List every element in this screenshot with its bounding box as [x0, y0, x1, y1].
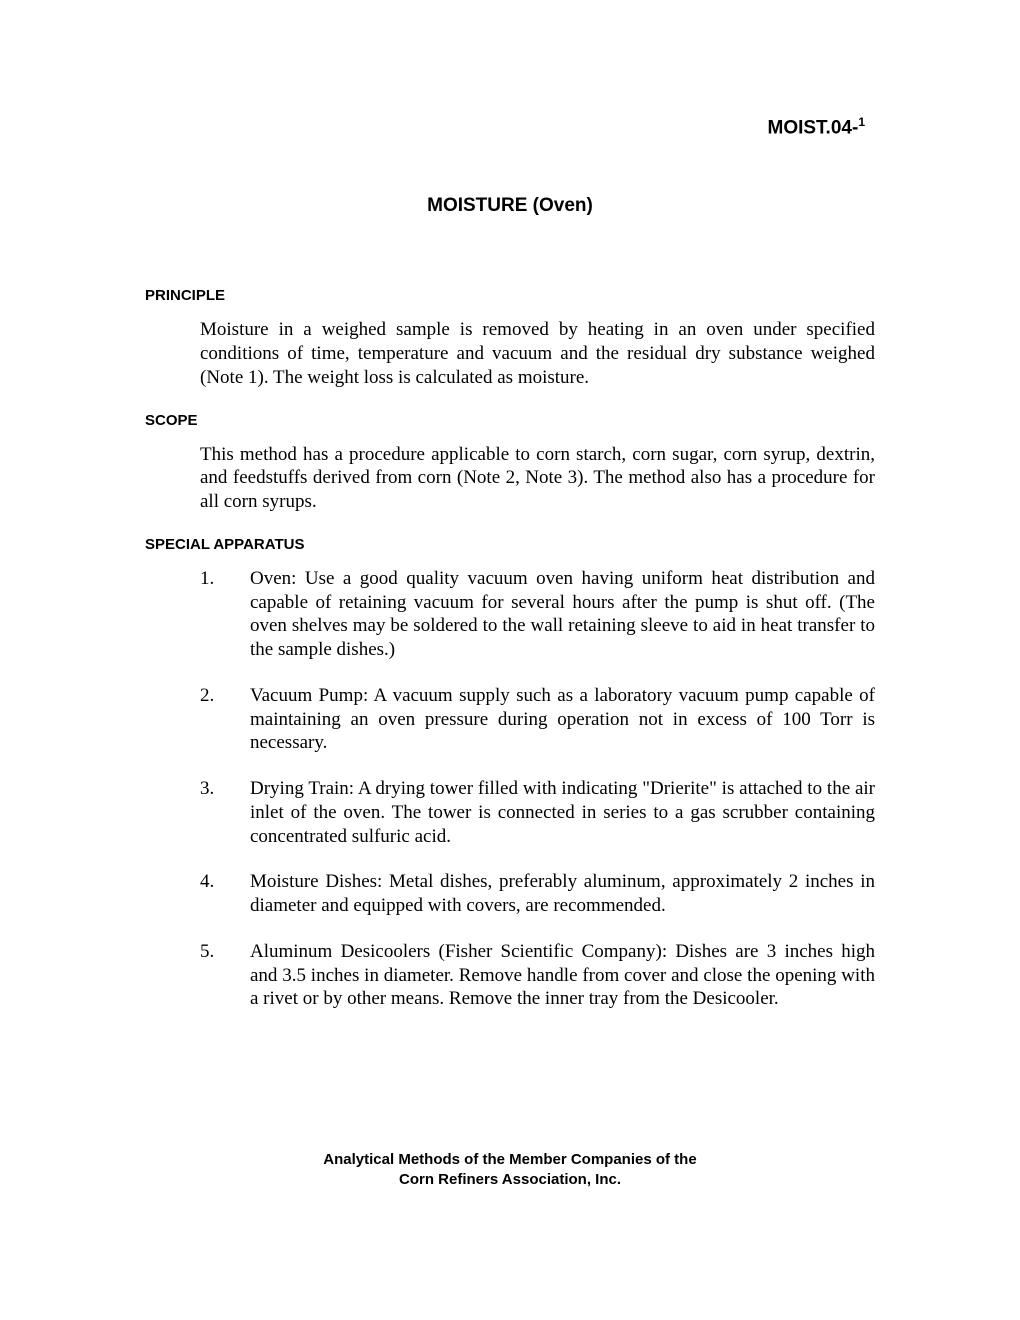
scope-heading: SCOPE	[145, 412, 875, 429]
item-text: Aluminum Desicoolers (Fisher Scientific …	[250, 940, 875, 1011]
code-text: MOIST.04-	[768, 117, 859, 138]
principle-text: Moisture in a weighed sample is removed …	[200, 318, 875, 389]
item-number: 2.	[200, 684, 250, 755]
footer-line1: Analytical Methods of the Member Compani…	[0, 1150, 1020, 1170]
code-sup: 1	[858, 115, 865, 129]
principle-heading: PRINCIPLE	[145, 287, 875, 304]
document-code: MOIST.04-1	[145, 115, 875, 139]
document-title: MOISTURE (Oven)	[145, 195, 875, 217]
item-text: Oven: Use a good quality vacuum oven hav…	[250, 567, 875, 662]
item-number: 5.	[200, 940, 250, 1011]
item-number: 4.	[200, 870, 250, 918]
apparatus-item: 4. Moisture Dishes: Metal dishes, prefer…	[200, 870, 875, 918]
item-number: 3.	[200, 777, 250, 848]
apparatus-item: 5. Aluminum Desicoolers (Fisher Scientif…	[200, 940, 875, 1011]
footer-line2: Corn Refiners Association, Inc.	[0, 1170, 1020, 1190]
item-text: Vacuum Pump: A vacuum supply such as a l…	[250, 684, 875, 755]
apparatus-item: 3. Drying Train: A drying tower filled w…	[200, 777, 875, 848]
apparatus-list: 1. Oven: Use a good quality vacuum oven …	[200, 567, 875, 1011]
apparatus-item: 1. Oven: Use a good quality vacuum oven …	[200, 567, 875, 662]
apparatus-heading: SPECIAL APPARATUS	[145, 536, 875, 553]
item-text: Moisture Dishes: Metal dishes, preferabl…	[250, 870, 875, 918]
apparatus-item: 2. Vacuum Pump: A vacuum supply such as …	[200, 684, 875, 755]
footer: Analytical Methods of the Member Compani…	[0, 1150, 1020, 1191]
item-text: Drying Train: A drying tower filled with…	[250, 777, 875, 848]
item-number: 1.	[200, 567, 250, 662]
scope-text: This method has a procedure applicable t…	[200, 443, 875, 514]
